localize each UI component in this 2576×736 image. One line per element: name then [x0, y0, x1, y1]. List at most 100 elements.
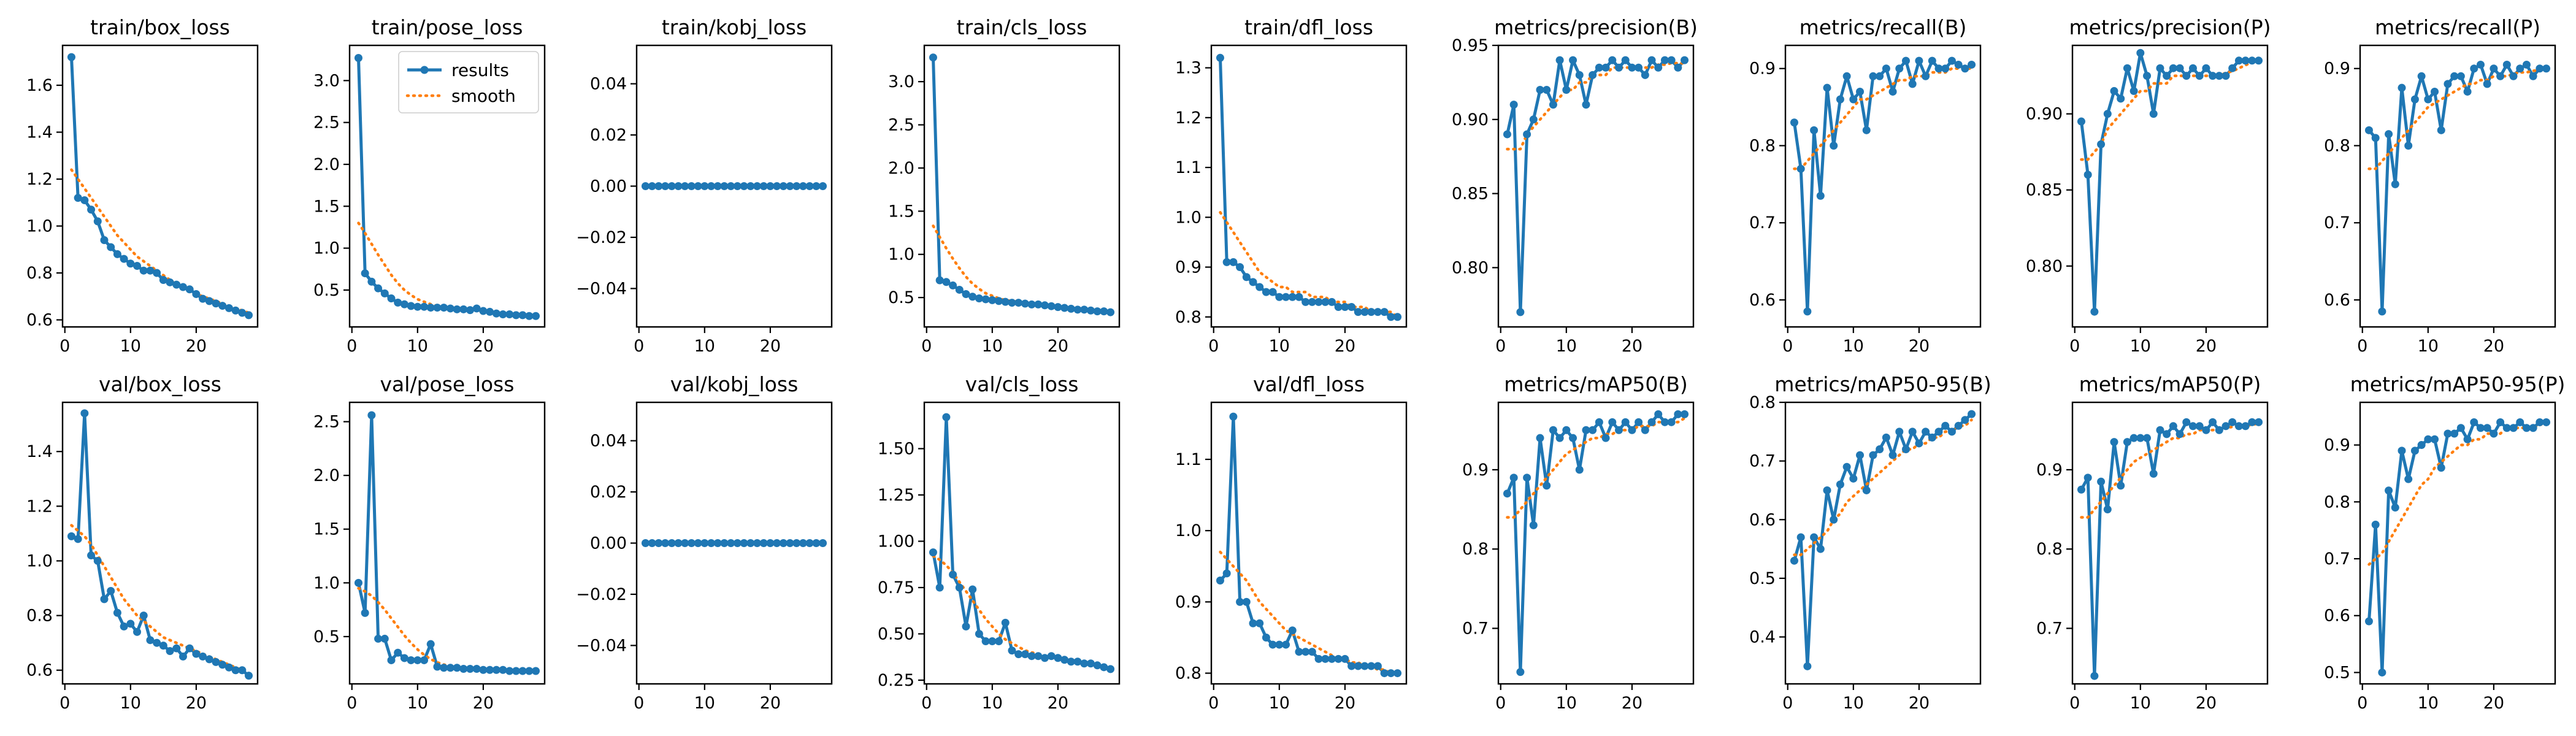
- panel-title: train/box_loss: [90, 15, 230, 39]
- results-point: [713, 539, 722, 547]
- results-line: [1219, 415, 1399, 675]
- smooth-line: [1219, 210, 1399, 319]
- y-tick-label: 0.5: [1749, 569, 1776, 588]
- axes-frame: [1210, 44, 1408, 328]
- x-tick-label: 0: [2069, 337, 2080, 356]
- results-point: [87, 205, 96, 214]
- results-point: [2404, 475, 2413, 483]
- results-point: [2209, 72, 2217, 80]
- results-point: [1295, 293, 1303, 301]
- results-point: [1268, 640, 1277, 649]
- results-point: [1614, 426, 1623, 434]
- results-point: [1823, 486, 1831, 494]
- smooth-line: [2080, 59, 2260, 161]
- results-point: [1509, 473, 1518, 482]
- results-point: [420, 302, 429, 311]
- results-point: [192, 650, 201, 658]
- axes-frame: [1784, 44, 1982, 328]
- x-tick-label: 10: [1556, 694, 1577, 713]
- y-tick-label: 1.1: [1175, 158, 1202, 177]
- results-point: [2136, 48, 2145, 57]
- y-tick-label: 1.5: [313, 197, 340, 216]
- results-point: [1054, 303, 1062, 312]
- results-point: [2163, 430, 2171, 439]
- results-point: [2404, 141, 2413, 150]
- results-point: [753, 182, 761, 190]
- results-point: [1080, 305, 1089, 314]
- results-point: [1001, 618, 1010, 627]
- results-point: [1236, 263, 1244, 272]
- results-point: [1635, 418, 1643, 426]
- results-point: [407, 302, 415, 310]
- y-tick-label: 0.85: [1452, 185, 1489, 204]
- y-tick-label: 0.02: [590, 126, 627, 145]
- x-tick-label: 10: [120, 337, 141, 356]
- results-point: [2228, 418, 2237, 426]
- y-tick-label: 1.6: [26, 76, 53, 95]
- results-point: [819, 539, 827, 547]
- results-point: [185, 644, 194, 653]
- results-point: [2509, 72, 2518, 80]
- results-point: [1529, 521, 1538, 529]
- results-point: [2516, 64, 2524, 73]
- results-point: [354, 53, 362, 62]
- results-point: [1503, 489, 1511, 498]
- results-point: [2188, 422, 2197, 431]
- panel-metrics-map50-b: metrics/mAP50(B) 0 10 20 0.7 0.8 0.9: [1462, 372, 1695, 713]
- results-point: [727, 539, 735, 547]
- results-point: [100, 236, 109, 244]
- results-point: [773, 182, 781, 190]
- results-point: [466, 306, 474, 315]
- results-point: [1810, 126, 1819, 134]
- results-point: [1816, 545, 1825, 553]
- results-point: [1008, 646, 1016, 655]
- results-point: [759, 182, 768, 190]
- results-point: [420, 656, 429, 664]
- x-tick-label: 10: [2130, 694, 2151, 713]
- results-point: [212, 657, 220, 666]
- results-point: [819, 182, 827, 190]
- results-point: [472, 304, 481, 313]
- results-point: [935, 583, 944, 592]
- x-tick-label: 0: [347, 337, 357, 356]
- y-tick-label: 0.6: [1749, 291, 1776, 310]
- results-point: [2234, 56, 2243, 65]
- y-tick-label: 0.8: [1462, 540, 1489, 559]
- results-point: [2241, 422, 2250, 431]
- y-tick-label: −0.02: [576, 228, 627, 247]
- results-point: [446, 664, 454, 672]
- x-tick-label: 0: [1782, 694, 1793, 713]
- results-point: [988, 296, 997, 304]
- results-point: [955, 583, 964, 592]
- results-point: [1073, 305, 1082, 314]
- results-point: [67, 532, 75, 540]
- results-point: [1589, 426, 1597, 434]
- results-line: [932, 415, 1112, 671]
- results-point: [694, 539, 702, 547]
- results-point: [2097, 140, 2106, 148]
- y-tick-label: 0.75: [878, 578, 914, 597]
- results-point: [1796, 164, 1805, 173]
- results-point: [387, 656, 396, 664]
- results-point: [988, 637, 997, 646]
- y-tick-label: −0.04: [576, 636, 627, 655]
- results-point: [1001, 297, 1010, 306]
- results-point: [1288, 626, 1297, 635]
- results-point: [2450, 72, 2459, 80]
- y-tick-label: 1.00: [878, 532, 914, 551]
- results-point: [394, 298, 402, 307]
- x-tick-label: 0: [59, 337, 70, 356]
- y-tick-label: 2.0: [313, 155, 340, 174]
- results-point: [792, 182, 801, 190]
- results-point: [2391, 504, 2399, 512]
- results-point: [1516, 308, 1525, 316]
- results-point: [1295, 648, 1303, 656]
- smooth-line: [357, 586, 537, 673]
- results-point: [2364, 617, 2373, 626]
- results-point: [1242, 273, 1251, 282]
- results-point: [1060, 304, 1069, 312]
- panel-title: val/box_loss: [99, 372, 221, 396]
- results-point: [1086, 659, 1095, 668]
- x-tick-label: 20: [1909, 337, 1930, 356]
- results-point: [1674, 410, 1682, 418]
